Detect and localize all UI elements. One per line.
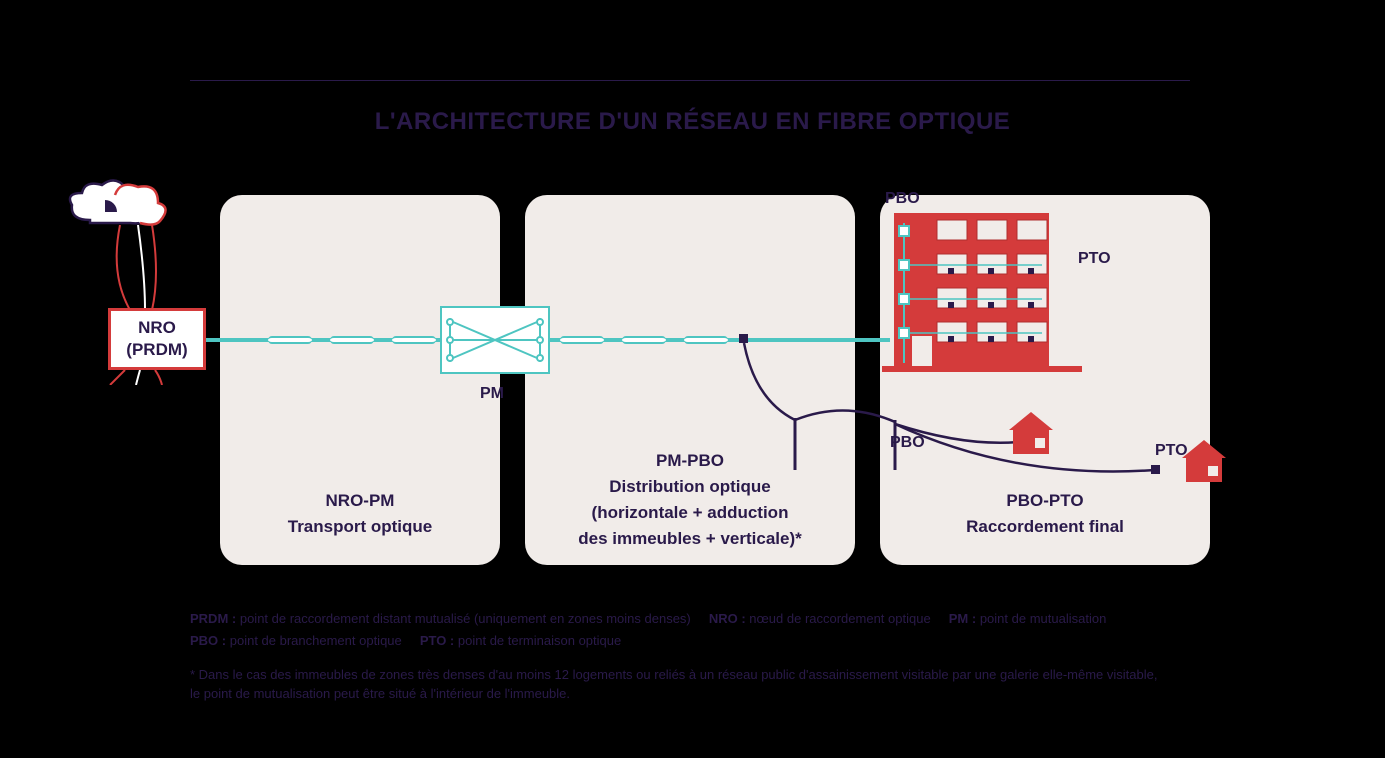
glossary-term-nro: NRO : bbox=[709, 611, 746, 626]
segment-3-caption: PBO-PTO Raccordement final bbox=[880, 488, 1210, 540]
seg3-heading: PBO-PTO bbox=[880, 488, 1210, 514]
seg2-heading: PM-PBO bbox=[525, 448, 855, 474]
seg1-sub: Transport optique bbox=[220, 514, 500, 540]
seg2-sub1: Distribution optique bbox=[525, 474, 855, 500]
seg2-sub2: (horizontale + adduction bbox=[525, 500, 855, 526]
nro-label-2: (PRDM) bbox=[111, 339, 203, 361]
glossary-def-nro: nœud de raccordement optique bbox=[749, 611, 930, 626]
nro-node: NRO (PRDM) bbox=[108, 308, 206, 370]
seg3-sub: Raccordement final bbox=[880, 514, 1210, 540]
pm-node bbox=[440, 306, 550, 374]
footnote: * Dans le cas des immeubles de zones trè… bbox=[190, 665, 1200, 703]
label-pbo-pole: PBO bbox=[890, 434, 925, 452]
glossary-term-pm: PM : bbox=[949, 611, 976, 626]
glossary-def-pbo: point de branchement optique bbox=[230, 633, 402, 648]
label-pm: PM bbox=[480, 385, 504, 403]
segment-1-caption: NRO-PM Transport optique bbox=[220, 488, 500, 540]
building-icon bbox=[882, 208, 1082, 383]
seg2-sub3: des immeubles + verticale)* bbox=[525, 526, 855, 552]
nro-label-1: NRO bbox=[111, 317, 203, 339]
glossary-term-prdm: PRDM : bbox=[190, 611, 236, 626]
label-pto-building: PTO bbox=[1078, 250, 1111, 268]
diagram-title: L'ARCHITECTURE D'UN RÉSEAU EN FIBRE OPTI… bbox=[0, 108, 1385, 136]
house-icon-1 bbox=[1005, 408, 1057, 456]
top-rule bbox=[190, 80, 1190, 81]
seg1-heading: NRO-PM bbox=[220, 488, 500, 514]
glossary-def-pto: point de terminaison optique bbox=[458, 633, 621, 648]
label-pbo-building: PBO bbox=[885, 190, 920, 208]
glossary: PRDM : point de raccordement distant mut… bbox=[190, 608, 1200, 652]
glossary-term-pbo: PBO : bbox=[190, 633, 226, 648]
glossary-def-pm: point de mutualisation bbox=[980, 611, 1106, 626]
segment-2-caption: PM-PBO Distribution optique (horizontale… bbox=[525, 448, 855, 552]
glossary-def-prdm: point de raccordement distant mutualisé … bbox=[240, 611, 691, 626]
glossary-term-pto: PTO : bbox=[420, 633, 454, 648]
label-pto-house: PTO bbox=[1155, 442, 1188, 460]
